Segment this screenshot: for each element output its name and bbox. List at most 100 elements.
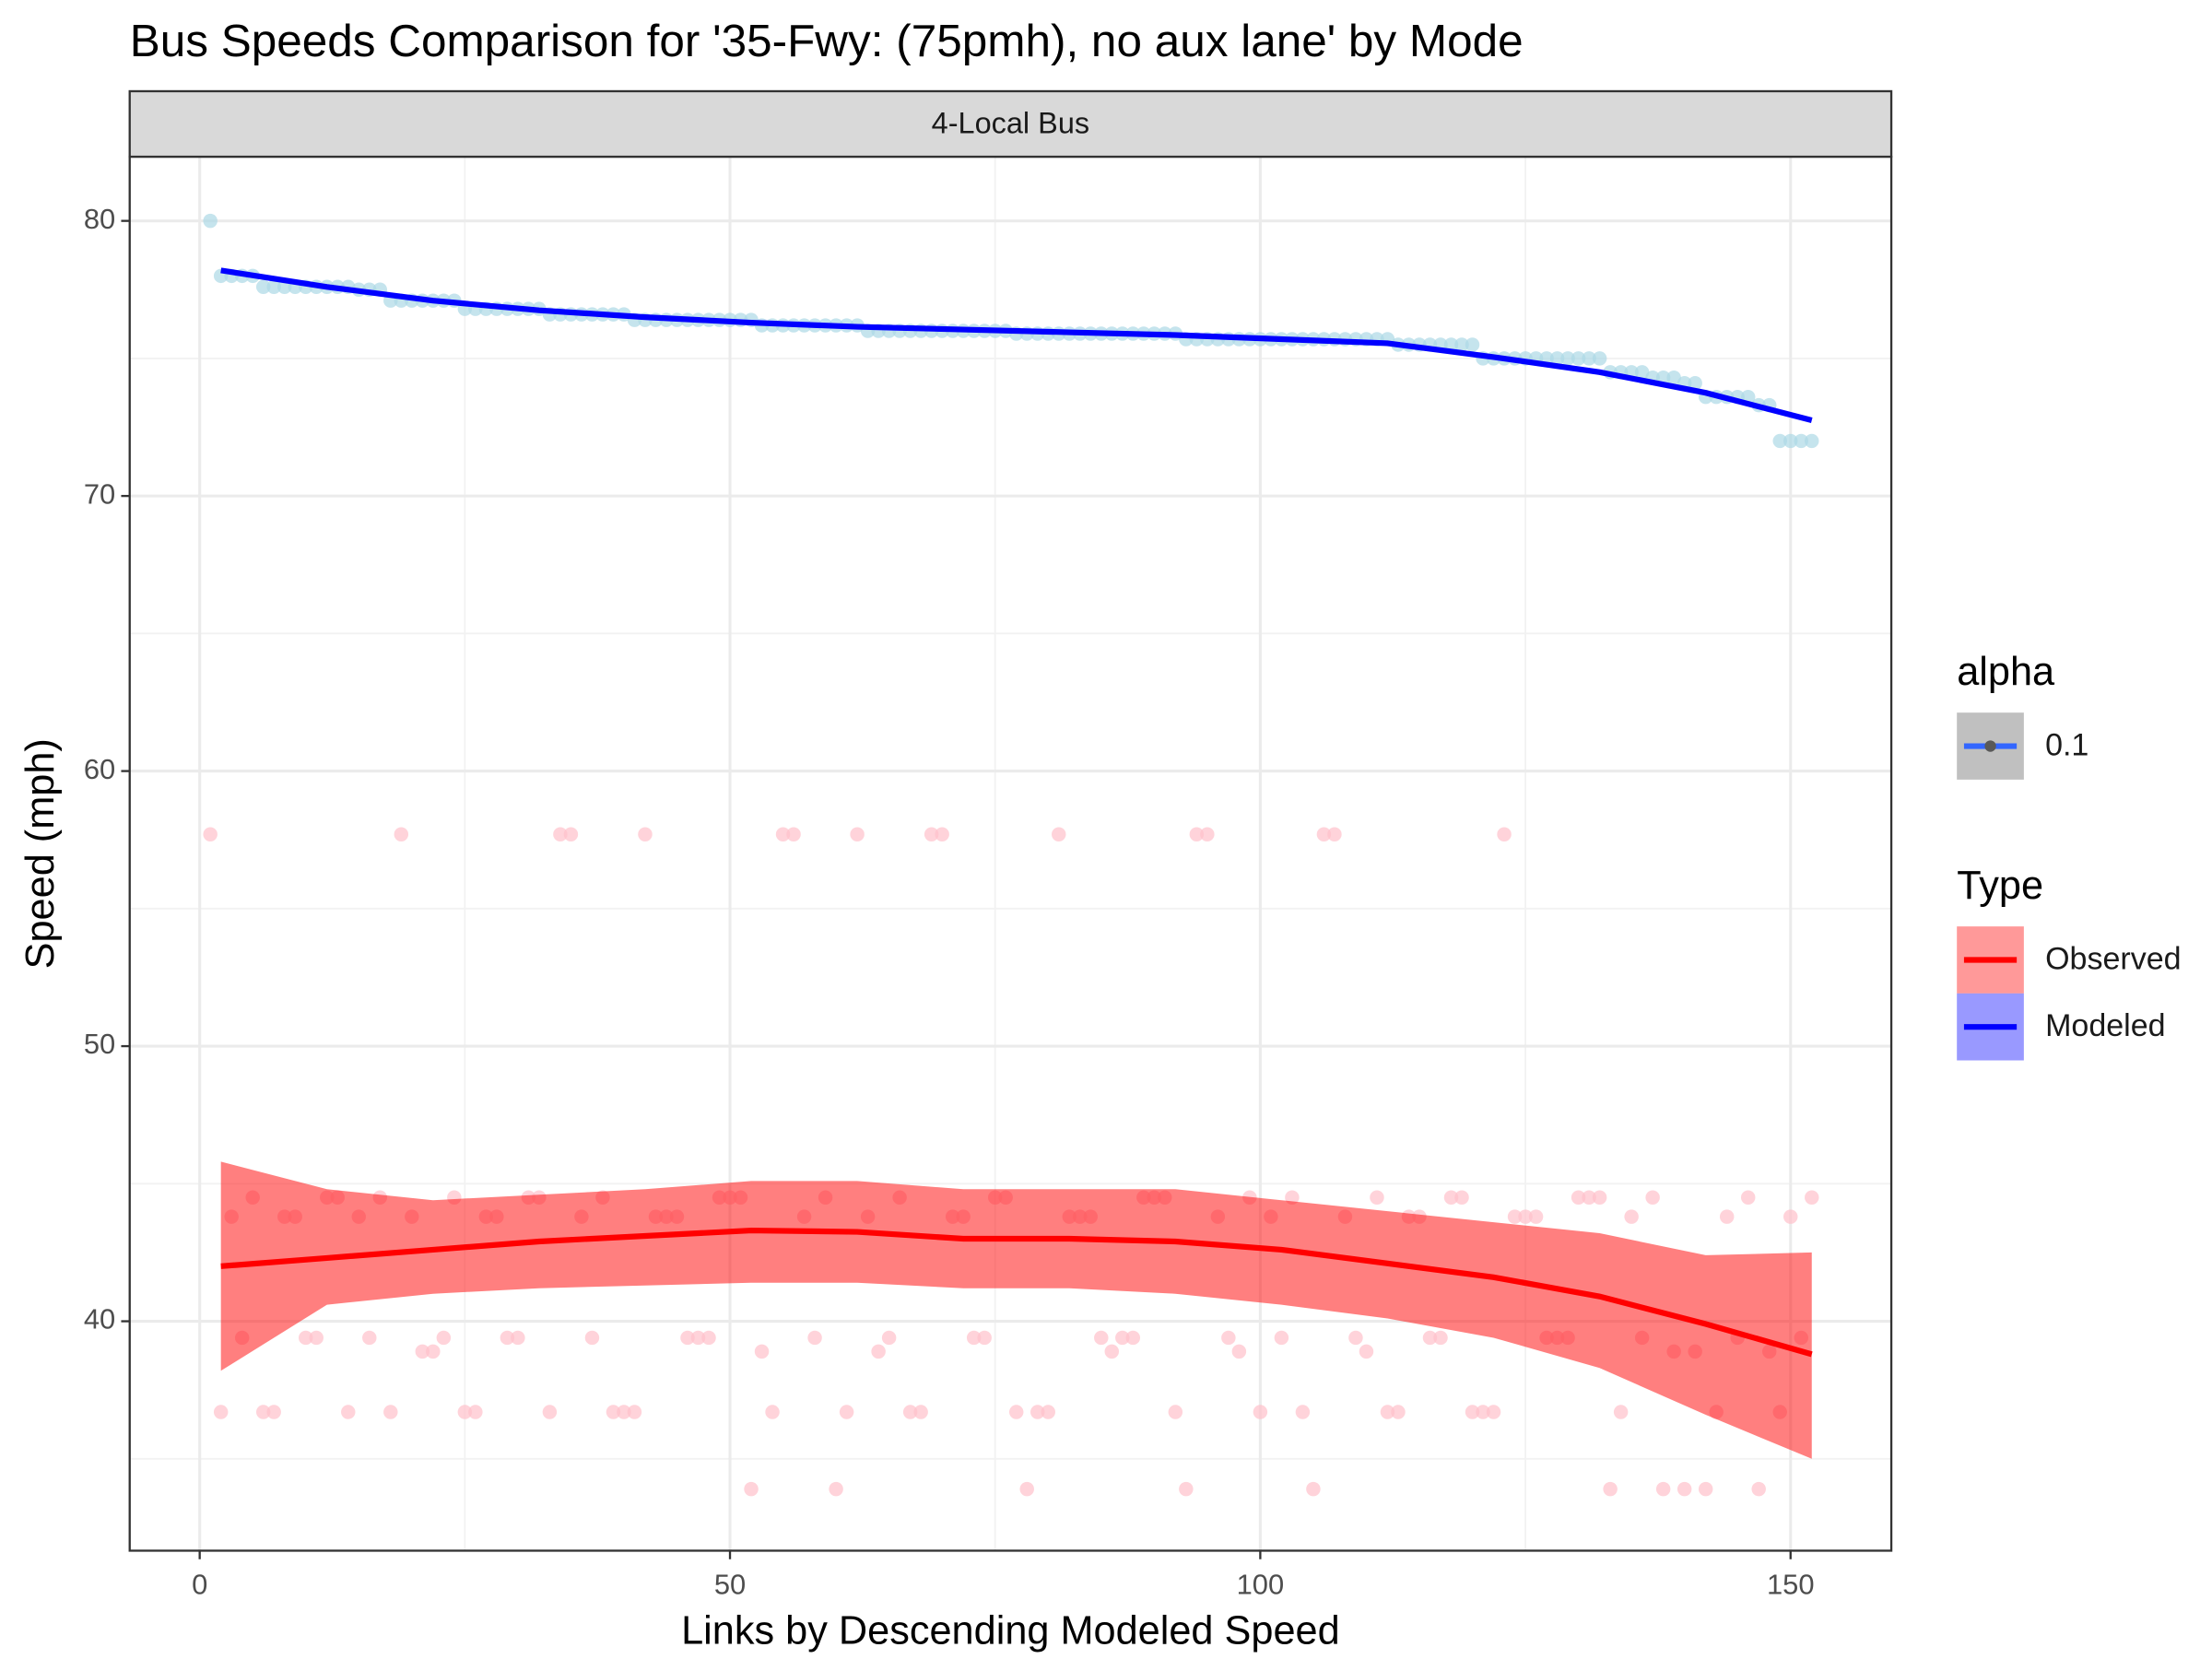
point xyxy=(1740,1190,1756,1205)
point xyxy=(1582,351,1596,366)
point xyxy=(1465,1405,1480,1419)
point xyxy=(341,1405,356,1419)
point xyxy=(1518,1209,1533,1224)
point xyxy=(426,1344,441,1359)
point xyxy=(1391,1405,1406,1419)
legend-title: Type xyxy=(1957,864,2043,908)
point xyxy=(1008,1405,1024,1419)
point xyxy=(1380,1405,1395,1419)
y-axis-title: Speed (mph) xyxy=(18,738,63,969)
point xyxy=(680,1330,695,1346)
point xyxy=(977,1330,992,1346)
point xyxy=(1772,433,1787,449)
point xyxy=(638,827,653,841)
smooth-line xyxy=(220,1227,1813,1358)
point xyxy=(299,1330,313,1346)
point xyxy=(881,1330,897,1346)
point xyxy=(1168,1405,1183,1419)
y-tick-label: 50 xyxy=(84,1028,115,1060)
legend-label: Observed xyxy=(2045,941,2181,976)
point xyxy=(362,1330,377,1346)
point xyxy=(786,827,801,841)
point xyxy=(511,1330,525,1346)
point xyxy=(606,1405,621,1419)
y-tick-label: 70 xyxy=(84,477,115,510)
point xyxy=(1465,337,1480,352)
point xyxy=(1549,351,1565,366)
point xyxy=(1560,351,1575,366)
x-tick-label: 0 xyxy=(192,1568,207,1600)
legend-title: alpha xyxy=(1957,650,2055,694)
point xyxy=(1231,1344,1247,1359)
point xyxy=(255,279,271,295)
point xyxy=(1370,1190,1384,1205)
panel-border xyxy=(128,155,1893,1552)
point xyxy=(1794,433,1808,449)
point xyxy=(203,827,218,841)
point xyxy=(563,827,579,841)
point xyxy=(1571,1190,1586,1205)
point xyxy=(744,1481,759,1497)
point xyxy=(1688,376,1702,391)
point xyxy=(966,1330,982,1346)
point xyxy=(584,1330,600,1346)
point xyxy=(839,1405,854,1419)
point xyxy=(1507,1209,1523,1224)
point xyxy=(1624,1209,1639,1224)
point xyxy=(1783,433,1798,449)
point xyxy=(457,1405,473,1419)
point xyxy=(850,827,865,841)
point xyxy=(924,827,939,841)
point xyxy=(690,1330,706,1346)
point xyxy=(266,1405,281,1419)
point xyxy=(203,213,218,229)
point xyxy=(1603,1481,1618,1497)
point xyxy=(1677,1481,1692,1497)
point xyxy=(1805,1190,1819,1205)
point xyxy=(1115,1330,1130,1346)
x-tick-label: 150 xyxy=(1767,1568,1815,1600)
point xyxy=(436,1330,452,1346)
point xyxy=(1592,1190,1607,1205)
point xyxy=(1613,1405,1629,1419)
point xyxy=(1348,1330,1363,1346)
point xyxy=(913,1405,928,1419)
legend-key-point xyxy=(1984,740,1996,752)
point xyxy=(1634,365,1650,380)
point xyxy=(1306,1481,1321,1497)
point xyxy=(1645,1190,1660,1205)
x-tick-label: 100 xyxy=(1237,1568,1285,1600)
point xyxy=(1751,1481,1766,1497)
point xyxy=(542,1405,558,1419)
point xyxy=(1295,1405,1311,1419)
point xyxy=(415,1344,430,1359)
point xyxy=(871,1344,886,1359)
point xyxy=(383,1405,398,1419)
point xyxy=(1571,351,1586,366)
point xyxy=(617,1405,631,1419)
point xyxy=(627,1405,642,1419)
point xyxy=(1805,433,1819,449)
y-tick-label: 40 xyxy=(84,1303,115,1335)
point xyxy=(1179,1481,1194,1497)
facet-strip xyxy=(128,89,1893,159)
point xyxy=(1316,827,1332,841)
point xyxy=(1655,1481,1671,1497)
point xyxy=(1041,1405,1055,1419)
point xyxy=(1359,1344,1374,1359)
point xyxy=(394,827,409,841)
facet-label: 4-Local Bus xyxy=(932,107,1089,140)
point xyxy=(1454,1190,1469,1205)
point xyxy=(1486,1405,1501,1419)
x-axis-title: Links by Descending Modeled Speed xyxy=(681,1609,1340,1653)
point xyxy=(1582,1190,1596,1205)
point xyxy=(213,1405,229,1419)
point xyxy=(1253,1405,1268,1419)
point xyxy=(1476,1405,1490,1419)
point xyxy=(1443,1190,1459,1205)
point xyxy=(1783,1209,1798,1224)
point xyxy=(807,1330,822,1346)
point xyxy=(1454,337,1469,352)
point xyxy=(266,279,281,295)
point xyxy=(500,1330,515,1346)
